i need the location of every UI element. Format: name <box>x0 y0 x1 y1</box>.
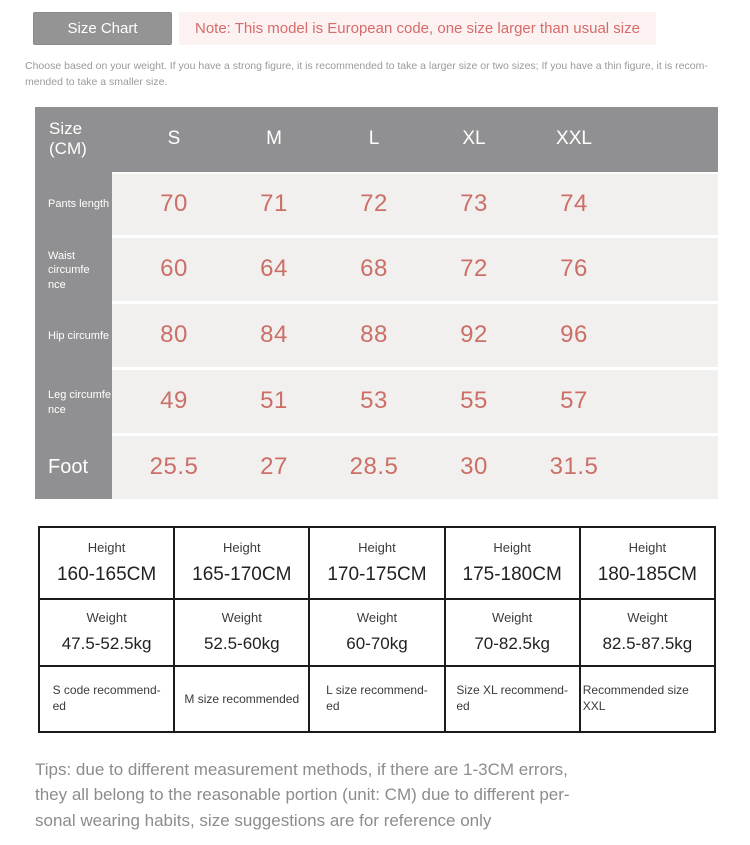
value-cell: 73 <box>460 190 488 218</box>
value-cell: 28.5 <box>349 453 399 481</box>
weight-value: 60-70kg <box>346 634 408 654</box>
weight-label: Weight <box>492 610 533 626</box>
value-cell: 72 <box>460 255 488 283</box>
row-values: 70 71 72 73 74 <box>112 171 718 238</box>
table-row-pants-length: Pants length 70 71 72 73 74 <box>35 171 718 238</box>
weight-row: Weight 47.5-52.5kg Weight 52.5-60kg Weig… <box>37 597 717 667</box>
weight-cell: Weight 70-82.5kg <box>443 597 581 667</box>
height-row: Height 160-165CM Height 165-170CM Height… <box>37 525 717 600</box>
size-column-header-s: S <box>167 128 181 150</box>
recommendation-cell: L size recommend- ed <box>308 664 446 733</box>
recommendation-text: Recommended size XXL <box>582 682 689 714</box>
value-cell: 31.5 <box>549 453 599 481</box>
height-cell: Height 175-180CM <box>443 525 581 600</box>
recommendation-text: L size recommend- ed <box>326 682 428 714</box>
recommendation-cell: M size recommended <box>173 664 311 733</box>
value-cell: 57 <box>560 387 588 415</box>
value-cell: 74 <box>560 190 588 218</box>
value-cell: 70 <box>160 190 188 218</box>
value-cell: 25.5 <box>149 453 199 481</box>
weight-label: Weight <box>221 610 262 626</box>
weight-label: Weight <box>356 610 398 626</box>
recommendation-text: M size recommended <box>184 691 300 706</box>
value-cell: 72 <box>360 190 388 218</box>
size-table-header: Size (CM) S M L XL XXL <box>35 106 718 172</box>
row-label: Foot <box>35 435 112 499</box>
sizing-advice-text: Choose based on your weight. If you have… <box>25 60 708 89</box>
height-cell: Height 165-170CM <box>173 525 311 600</box>
size-column-header-xl: XL <box>462 128 486 150</box>
recommendation-cell: S code recommend- ed <box>37 664 176 733</box>
value-cell: 64 <box>260 255 288 283</box>
value-cell: 49 <box>160 387 188 415</box>
row-label: Leg circumfe nce <box>35 369 112 436</box>
weight-cell: Weight 82.5-87.5kg <box>578 597 717 667</box>
recommendation-cell: Recommended size XXL <box>578 664 717 733</box>
table-row-foot: Foot 25.5 27 28.5 30 31.5 <box>35 435 718 499</box>
height-label: Height <box>222 539 261 555</box>
size-table-corner-label: Size (CM) <box>49 118 87 159</box>
row-values: 80 84 88 92 96 <box>112 303 718 370</box>
value-cell: 60 <box>160 255 188 283</box>
value-cell: 53 <box>360 387 388 415</box>
value-cell: 76 <box>560 255 588 283</box>
value-cell: 96 <box>560 321 588 349</box>
height-value: 180-185CM <box>597 563 698 585</box>
row-values: 25.5 27 28.5 30 31.5 <box>112 435 718 499</box>
height-weight-recommendation-table: Height 160-165CM Height 165-170CM Height… <box>37 525 717 733</box>
value-cell: 51 <box>260 387 288 415</box>
value-cell: 92 <box>460 321 488 349</box>
weight-cell: Weight 52.5-60kg <box>173 597 311 667</box>
value-cell: 68 <box>360 255 388 283</box>
height-value: 160-165CM <box>56 563 157 585</box>
height-label: Height <box>493 539 531 555</box>
recommendation-row: S code recommend- ed M size recommended … <box>37 664 717 733</box>
weight-value: 82.5-87.5kg <box>602 634 693 654</box>
height-label: Height <box>87 539 126 555</box>
value-cell: 84 <box>260 321 288 349</box>
measurement-tips-text: Tips: due to different measurement metho… <box>35 759 570 830</box>
row-label: Pants length <box>35 171 112 238</box>
size-column-header-m: M <box>266 128 282 150</box>
table-row-leg: Leg circumfe nce 49 51 53 55 57 <box>35 369 718 436</box>
value-cell: 71 <box>260 190 288 218</box>
row-values: 49 51 53 55 57 <box>112 369 718 436</box>
row-label: Hip circumfe <box>35 303 112 370</box>
recommendation-text: S code recommend- ed <box>52 682 161 714</box>
top-bar: Size Chart Note: This model is European … <box>33 12 735 45</box>
table-row-waist: Waist circumfe nce 60 64 68 72 76 <box>35 237 718 304</box>
height-cell: Height 160-165CM <box>37 525 176 600</box>
european-size-note: Note: This model is European code, one s… <box>179 12 656 45</box>
height-label: Height <box>358 539 396 555</box>
height-value: 175-180CM <box>462 563 562 585</box>
table-row-hip: Hip circumfe 80 84 88 92 96 <box>35 303 718 370</box>
weight-value: 52.5-60kg <box>203 634 280 654</box>
weight-cell: Weight 47.5-52.5kg <box>37 597 176 667</box>
height-value: 165-170CM <box>192 563 292 585</box>
value-cell: 27 <box>260 453 288 481</box>
value-cell: 88 <box>360 321 388 349</box>
size-chart-button[interactable]: Size Chart <box>33 12 172 45</box>
value-cell: 30 <box>460 453 488 481</box>
size-measurement-table: Size (CM) S M L XL XXL Pants length 70 7… <box>35 106 718 499</box>
recommendation-text: Size XL recommend- ed <box>456 682 568 714</box>
row-label: Waist circumfe nce <box>35 237 112 304</box>
weight-value: 70-82.5kg <box>474 634 550 654</box>
weight-value: 47.5-52.5kg <box>61 634 152 654</box>
value-cell: 80 <box>160 321 188 349</box>
height-cell: Height 170-175CM <box>308 525 446 600</box>
value-cell: 55 <box>460 387 488 415</box>
height-value: 170-175CM <box>327 563 427 585</box>
height-label: Height <box>628 539 667 555</box>
weight-cell: Weight 60-70kg <box>308 597 446 667</box>
recommendation-cell: Size XL recommend- ed <box>443 664 581 733</box>
weight-label: Weight <box>86 610 127 626</box>
weight-label: Weight <box>627 610 668 626</box>
row-values: 60 64 68 72 76 <box>112 237 718 304</box>
height-cell: Height 180-185CM <box>578 525 717 600</box>
size-column-header-xxl: XXL <box>556 128 592 150</box>
size-column-header-l: L <box>368 128 380 150</box>
